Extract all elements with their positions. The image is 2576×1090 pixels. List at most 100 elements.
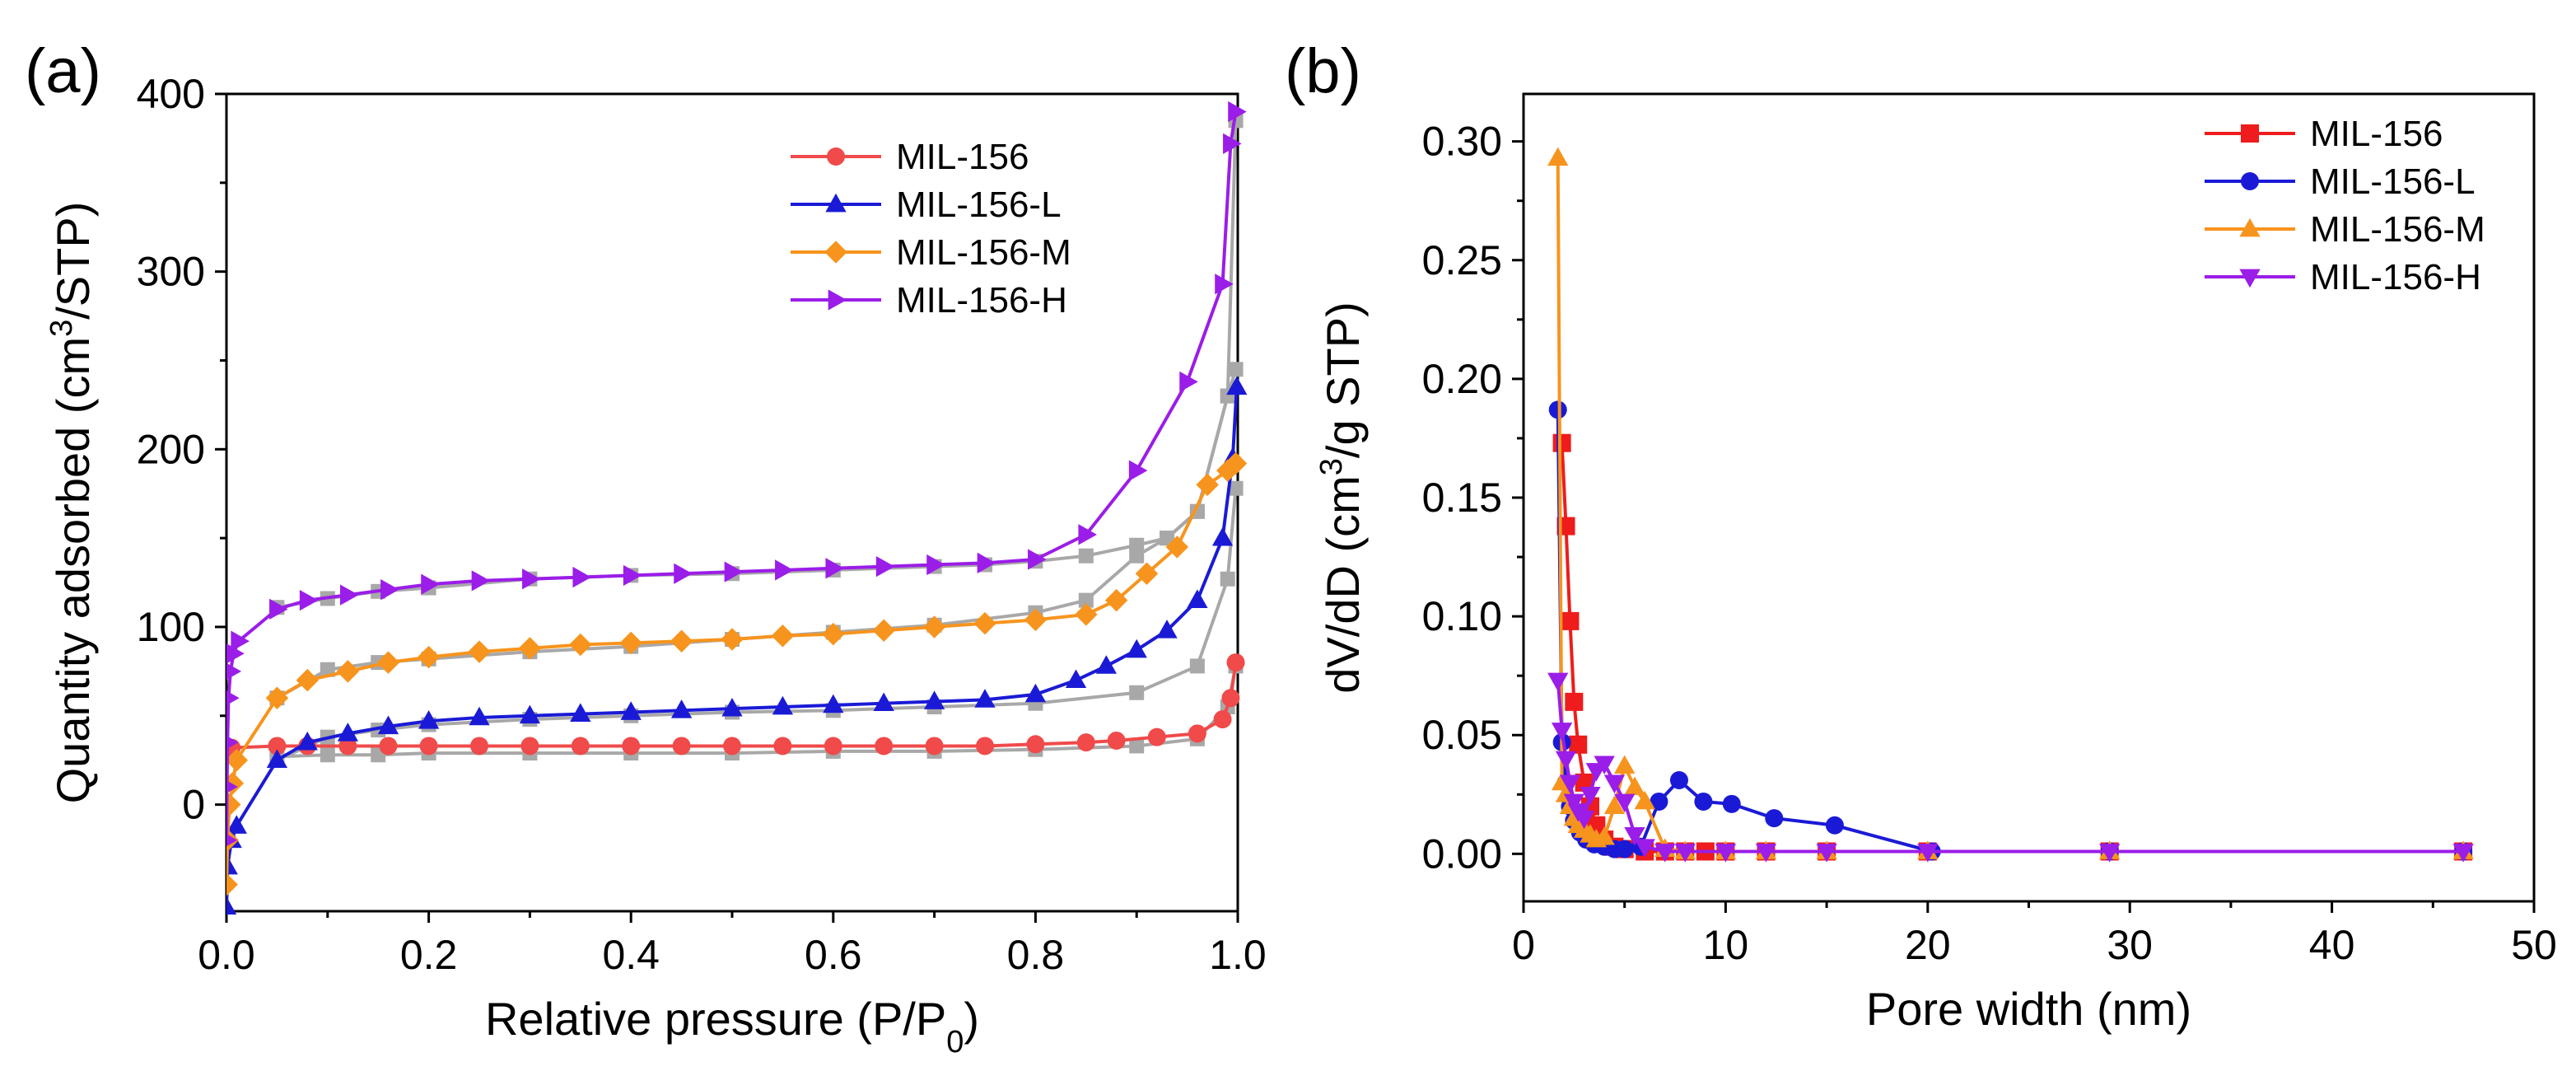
x-tick-label: 40 [2309,922,2355,968]
data-point [470,737,488,756]
data-point [379,737,398,756]
x-tick-label: 20 [1905,922,1951,968]
data-point [622,737,641,756]
desorption-point [1129,685,1145,700]
data-point [976,737,994,756]
data-point [296,668,319,692]
data-point [923,690,945,709]
data-point [226,748,249,772]
data-point [670,629,693,653]
desorption-point [1160,531,1175,546]
data-point [226,815,247,834]
data-point [1076,733,1095,752]
legend-marker [2241,172,2259,190]
data-point [723,737,741,756]
data-point [1024,683,1047,703]
legend-label: MIL-156 [2310,114,2443,154]
desorption-point [1078,592,1094,608]
data-point [226,780,238,793]
data-point [1024,608,1048,632]
data-point [1569,735,1588,754]
data-point [823,694,844,713]
panel-a: (a) 0.0 0.2 0.4 0.6 0.8 1.0 0 100 200 300 400 Relat… [25,36,1267,1060]
data-point [875,555,895,578]
series-line [1560,442,2464,854]
x-axis-title: Pore width (nm) [1866,983,2191,1035]
x-tick-label: 0 [1512,922,1535,968]
data-point [520,737,539,756]
data-point [471,570,491,592]
y-tick-label: 0.15 [1422,475,1502,521]
data-point [1188,724,1206,743]
data-point [1614,755,1636,774]
panel-a-label: (a) [25,36,101,106]
data-point [1095,655,1118,674]
data-point [1128,460,1148,481]
desorption-point [1228,362,1244,377]
y-tick-label: 0.05 [1422,712,1502,758]
legend-label: MIL-156-H [896,280,1067,320]
data-point [1669,771,1688,789]
data-point [1547,147,1569,166]
data-point [265,686,289,709]
data-point [1573,810,1595,830]
data-point [1580,786,1601,806]
data-point [872,619,895,643]
data-point [1650,792,1668,811]
data-point [418,710,440,729]
data-point [1224,451,1248,475]
data-point [419,737,438,756]
y-axis-title: Quantity adsorbed (cm3/STP) [44,202,99,804]
data-point [2452,844,2474,863]
data-point [226,690,240,706]
data-point [337,723,359,741]
legend-marker [825,193,847,213]
data-point [377,715,399,735]
data-point [973,611,996,635]
data-point [1715,844,1737,863]
data-point [519,704,541,724]
y-tick-label: 0.10 [1422,593,1502,639]
data-point [1547,672,1569,692]
data-point [266,749,288,769]
y-tick-label: 200 [137,426,205,472]
data-point [772,695,794,715]
data-point [619,631,642,655]
legend-marker [824,241,847,264]
x-tick-label: 10 [1703,922,1749,968]
data-point [1223,133,1242,155]
data-point [1126,639,1147,658]
data-point [296,731,318,751]
desorption-point [320,747,335,763]
x-tick-label: 0.0 [198,932,255,978]
data-point [1211,526,1234,546]
data-point [1603,774,1626,794]
data-point [974,689,996,708]
plot-area [226,101,1248,915]
series-line [1556,409,2464,854]
legend-marker [828,289,847,311]
data-point [570,703,591,722]
data-point [1594,826,1615,845]
data-point [1755,844,1777,863]
data-point [226,855,238,875]
data-point [926,554,945,576]
data-point [1135,562,1159,586]
data-point [1165,536,1189,559]
data-point [231,630,250,652]
data-point [1624,776,1645,795]
data-point [376,651,400,674]
data-point [824,737,842,756]
data-point [226,793,241,816]
legend-marker [2241,124,2259,143]
data-point [572,566,591,588]
data-point [1179,371,1198,393]
data-point [1213,710,1232,729]
data-point [417,645,441,669]
data-point [1156,620,1178,639]
data-point [518,637,542,660]
data-point [569,633,592,657]
data-point [922,615,946,639]
data-point [1226,376,1248,395]
data-point [421,573,440,595]
